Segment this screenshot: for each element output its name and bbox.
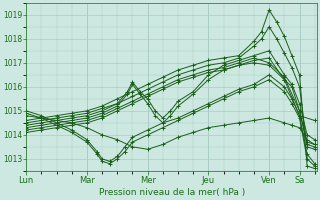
X-axis label: Pression niveau de la mer( hPa ): Pression niveau de la mer( hPa ) [99, 188, 245, 197]
